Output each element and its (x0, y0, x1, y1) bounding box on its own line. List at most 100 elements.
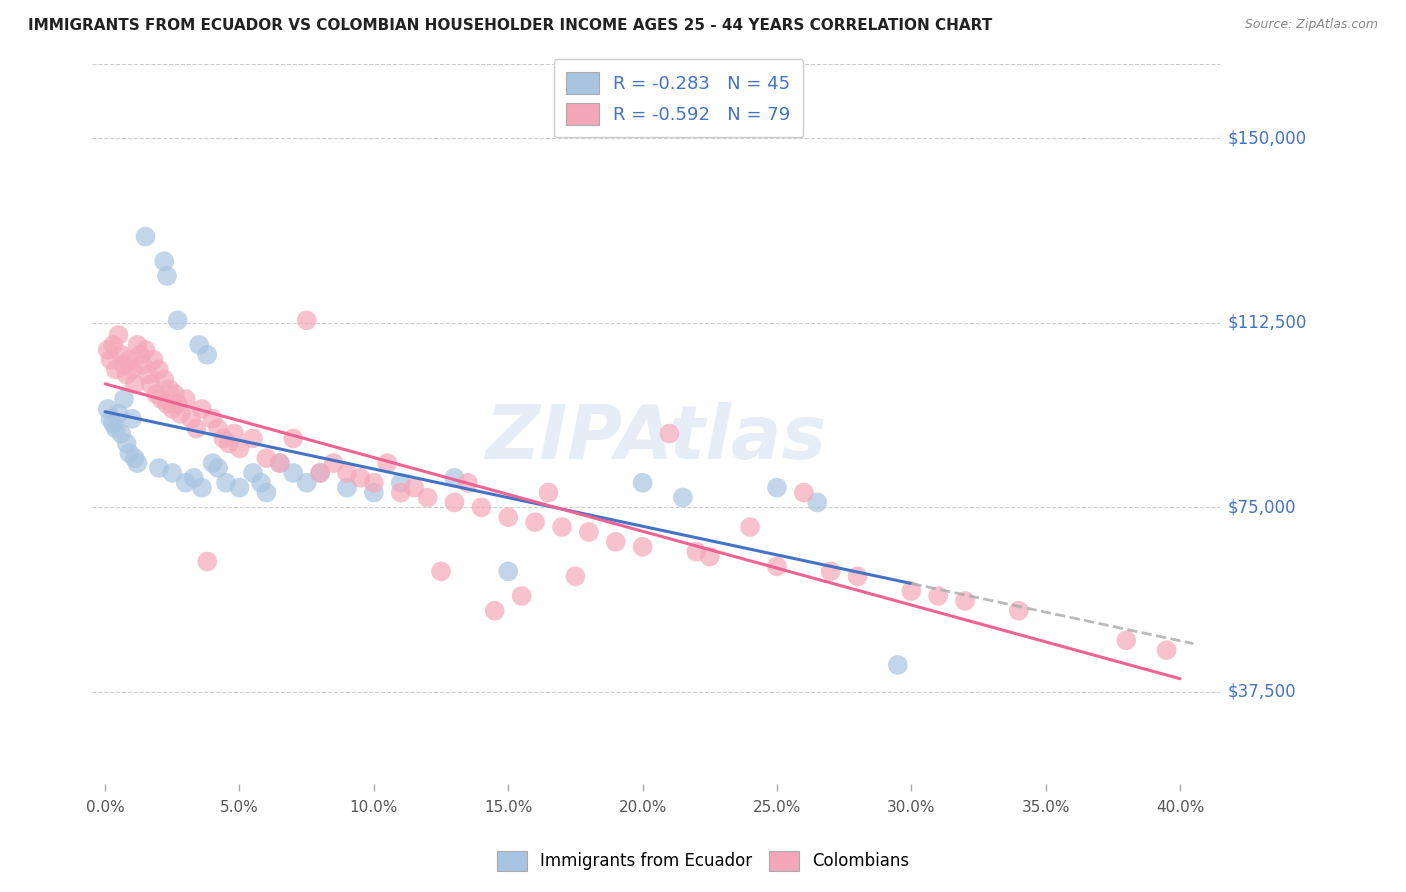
Point (148, 362, 170, 376)
Point (537, 485, 560, 500)
Point (191, 401, 214, 416)
Point (793, 485, 815, 500)
Point (162, 401, 184, 416)
Text: $75,000: $75,000 (1227, 499, 1296, 516)
Point (218, 436, 240, 450)
Point (375, 456, 398, 470)
Point (134, 343, 156, 357)
Point (195, 348, 218, 362)
Point (738, 520, 761, 534)
Text: $150,000: $150,000 (1227, 129, 1306, 147)
Point (363, 485, 385, 500)
Point (142, 352, 165, 367)
Point (183, 471, 205, 485)
Point (953, 594, 976, 608)
Point (349, 471, 371, 485)
Point (269, 456, 291, 470)
Point (389, 485, 412, 500)
Point (174, 392, 197, 406)
Point (887, 657, 910, 672)
Point (121, 362, 143, 376)
Point (166, 397, 188, 411)
Point (103, 417, 125, 431)
Point (127, 338, 149, 352)
Text: $112,500: $112,500 (1227, 314, 1306, 332)
Point (416, 491, 439, 505)
Point (443, 495, 465, 509)
Point (215, 475, 238, 490)
Point (186, 421, 208, 435)
Point (191, 481, 214, 495)
Point (846, 569, 869, 583)
Point (97, 343, 120, 357)
Point (336, 481, 359, 495)
Point (127, 456, 149, 470)
Point (228, 442, 250, 456)
Point (153, 372, 176, 386)
Text: IMMIGRANTS FROM ECUADOR VS COLOMBIAN HOUSEHOLDER INCOME AGES 25 - 44 YEARS CORRE: IMMIGRANTS FROM ECUADOR VS COLOMBIAN HOU… (28, 18, 993, 33)
Point (153, 254, 176, 268)
Point (496, 510, 519, 524)
Legend: Immigrants from Ecuador, Colombians: Immigrants from Ecuador, Colombians (488, 842, 918, 880)
Point (605, 534, 627, 549)
Point (309, 466, 332, 480)
Point (658, 426, 681, 441)
Point (524, 515, 547, 529)
Point (115, 368, 138, 382)
Point (578, 524, 600, 539)
Point (283, 432, 305, 446)
Point (104, 362, 127, 376)
Point (551, 520, 574, 534)
Point (269, 456, 291, 470)
Point (107, 328, 129, 343)
Point (124, 377, 146, 392)
Point (254, 451, 277, 466)
Point (322, 456, 344, 470)
Point (148, 461, 170, 475)
Point (124, 451, 146, 466)
Point (163, 387, 186, 401)
Point (118, 352, 141, 367)
Point (631, 475, 654, 490)
Point (228, 481, 250, 495)
Point (201, 456, 224, 470)
Point (145, 387, 167, 401)
Point (139, 377, 162, 392)
Point (1115, 633, 1137, 648)
Point (207, 421, 229, 435)
Point (115, 436, 138, 450)
Point (118, 446, 141, 460)
Point (195, 555, 218, 569)
Point (180, 411, 202, 425)
Point (389, 475, 412, 490)
Point (134, 229, 156, 244)
Point (685, 544, 707, 558)
Point (162, 466, 184, 480)
Point (295, 313, 318, 327)
Point (174, 475, 197, 490)
Point (121, 411, 143, 425)
Point (806, 495, 828, 509)
Point (207, 461, 229, 475)
Point (699, 549, 721, 564)
Point (242, 466, 264, 480)
Point (201, 411, 224, 425)
Point (457, 475, 479, 490)
Point (363, 475, 385, 490)
Point (110, 348, 132, 362)
Point (242, 432, 264, 446)
Point (927, 589, 949, 603)
Point (112, 358, 135, 372)
Point (766, 559, 789, 574)
Point (188, 338, 211, 352)
Point (250, 475, 273, 490)
Point (484, 604, 506, 618)
Point (496, 565, 519, 579)
Point (295, 475, 318, 490)
Point (309, 466, 332, 480)
Point (112, 392, 135, 406)
Point (430, 565, 453, 579)
Point (129, 348, 152, 362)
Point (254, 485, 277, 500)
Point (169, 407, 191, 421)
